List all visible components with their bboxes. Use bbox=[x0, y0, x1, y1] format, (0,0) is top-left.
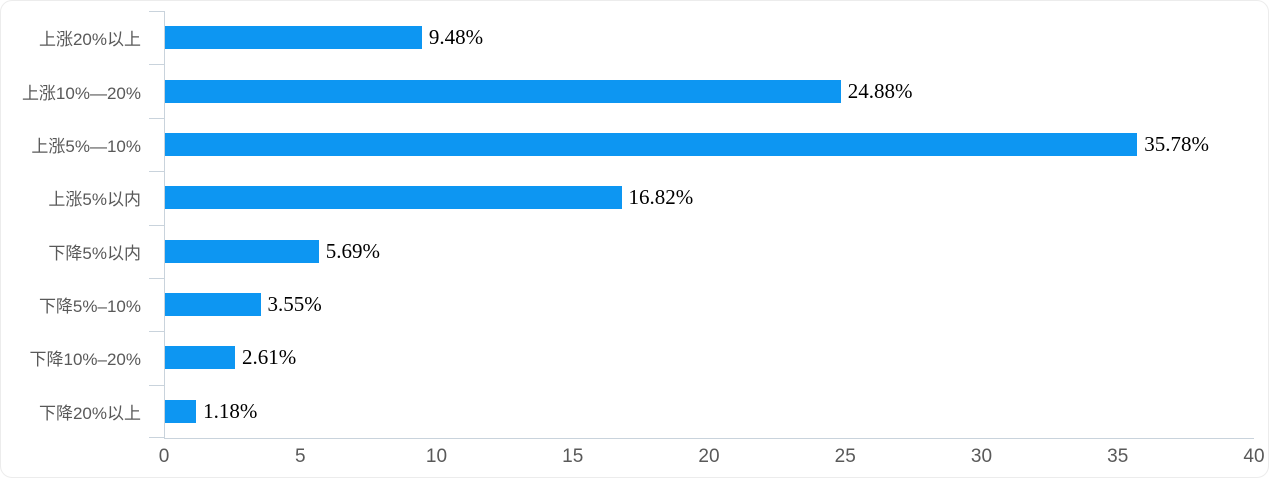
bar-track: 24.88% bbox=[164, 64, 1252, 117]
bar-track: 1.18% bbox=[164, 385, 1252, 438]
bar-track: 16.82% bbox=[164, 171, 1252, 224]
bar-row: 上涨5%以内 16.82% bbox=[1, 171, 1252, 224]
y-axis-tick bbox=[149, 117, 164, 119]
y-axis-tick bbox=[149, 437, 164, 438]
y-axis-tick bbox=[149, 331, 164, 333]
y-axis-tick bbox=[149, 171, 164, 173]
x-axis-line bbox=[164, 438, 1254, 439]
x-axis-labels: 0 5 10 15 20 25 30 35 40 bbox=[159, 446, 1265, 472]
bar-row: 下降5%–10% 3.55% bbox=[1, 278, 1252, 331]
bar bbox=[164, 293, 261, 317]
category-label: 下降20%以上 bbox=[38, 403, 141, 423]
x-tick-label: 20 bbox=[698, 446, 720, 467]
category-label: 上涨10%—20% bbox=[21, 83, 141, 103]
y-axis-tick bbox=[149, 224, 164, 226]
bar-track: 5.69% bbox=[164, 225, 1252, 278]
value-label: 5.69% bbox=[325, 238, 381, 263]
category-label: 下降10%–20% bbox=[29, 350, 141, 370]
y-axis-ticks bbox=[149, 11, 164, 438]
category-label: 上涨5%—10% bbox=[31, 136, 141, 156]
y-axis-tick bbox=[149, 11, 164, 12]
value-label: 1.18% bbox=[203, 398, 258, 423]
value-label: 9.48% bbox=[428, 25, 484, 50]
y-axis-tick bbox=[149, 277, 164, 279]
bar-track: 2.61% bbox=[164, 331, 1252, 384]
bar bbox=[164, 186, 622, 210]
bar-row: 下降5%以内 5.69% bbox=[1, 225, 1252, 278]
x-tick-label: 30 bbox=[970, 446, 993, 467]
bar bbox=[164, 79, 841, 103]
bar-row: 上涨5%—10% 35.78% bbox=[1, 118, 1252, 171]
value-label: 2.61% bbox=[241, 345, 297, 370]
x-tick-label: 35 bbox=[1107, 446, 1129, 467]
bar-track: 3.55% bbox=[164, 278, 1252, 331]
x-tick-label: 15 bbox=[562, 446, 584, 467]
category-label: 上涨20%以上 bbox=[38, 30, 141, 50]
x-tick-label: 0 bbox=[158, 446, 170, 467]
bar-row: 下降20%以上 1.18% bbox=[1, 385, 1252, 438]
bar bbox=[164, 132, 1138, 156]
bar-row: 下降10%–20% 2.61% bbox=[1, 331, 1252, 384]
bar bbox=[164, 346, 235, 370]
bar-row: 上涨10%—20% 24.88% bbox=[1, 64, 1252, 117]
category-label: 下降5%以内 bbox=[48, 243, 141, 263]
bar-rows: 上涨20%以上 9.48% 上涨10%—20% 24.88% 上涨5%—10% … bbox=[1, 11, 1252, 438]
value-label: 16.82% bbox=[628, 185, 694, 210]
bar-row: 上涨20%以上 9.48% bbox=[1, 11, 1252, 64]
x-tick-label: 40 bbox=[1243, 446, 1265, 467]
value-label: 35.78% bbox=[1144, 131, 1209, 156]
bar bbox=[164, 399, 197, 423]
x-tick-label: 5 bbox=[294, 446, 306, 467]
y-axis-tick bbox=[149, 64, 164, 66]
y-axis-line bbox=[164, 11, 165, 439]
bar-track: 35.78% bbox=[164, 118, 1252, 171]
category-label: 下降5%–10% bbox=[38, 297, 141, 317]
bar bbox=[164, 239, 319, 263]
value-label: 3.55% bbox=[267, 292, 322, 317]
bar bbox=[164, 26, 422, 50]
x-tick-label: 10 bbox=[425, 446, 448, 467]
value-label: 24.88% bbox=[847, 78, 913, 103]
category-label: 上涨5%以内 bbox=[48, 190, 141, 210]
bar-track: 9.48% bbox=[164, 11, 1252, 64]
y-axis-tick bbox=[149, 384, 164, 386]
x-tick-label: 25 bbox=[834, 446, 856, 467]
